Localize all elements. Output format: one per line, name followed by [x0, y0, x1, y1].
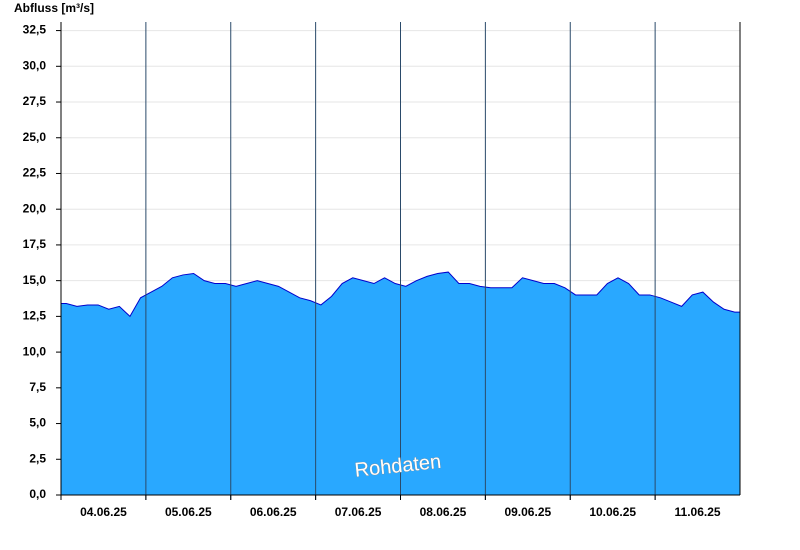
y-tick-label: 30,0 [23, 58, 47, 72]
y-tick-label: 27,5 [23, 94, 47, 108]
y-tick-label: 32,5 [23, 23, 47, 37]
y-tick-label: 15,0 [23, 273, 47, 287]
y-tick-label: 25,0 [23, 130, 47, 144]
y-tick-label: 17,5 [23, 237, 47, 251]
x-tick-label: 05.06.25 [165, 505, 212, 519]
y-tick-label: 20,0 [23, 201, 47, 215]
x-tick-label: 07.06.25 [335, 505, 382, 519]
chart-title: Abfluss [m³/s] [14, 1, 94, 15]
y-tick-label: 0,0 [29, 487, 46, 501]
y-tick-label: 22,5 [23, 166, 47, 180]
x-tick-label: 08.06.25 [420, 505, 467, 519]
x-tick-label: 10.06.25 [589, 505, 636, 519]
y-tick-label: 2,5 [29, 451, 46, 465]
y-tick-label: 7,5 [29, 380, 46, 394]
x-tick-label: 04.06.25 [80, 505, 127, 519]
x-tick-label: 11.06.25 [675, 505, 721, 519]
x-tick-label: 09.06.25 [504, 505, 551, 519]
x-tick-label: 06.06.25 [250, 505, 297, 519]
y-tick-label: 10,0 [23, 344, 47, 358]
y-tick-label: 5,0 [29, 416, 46, 430]
y-tick-label: 12,5 [23, 309, 47, 323]
